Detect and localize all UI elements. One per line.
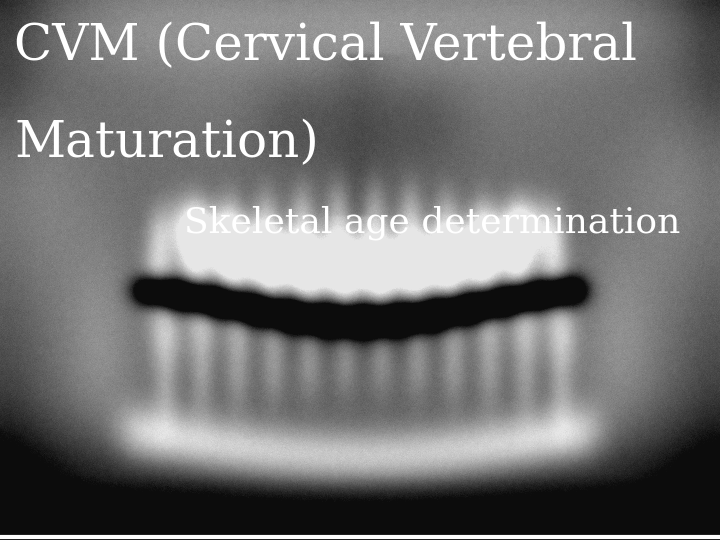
Text: CVM (Cervical Vertebral: CVM (Cervical Vertebral — [14, 22, 637, 71]
Text: Skeletal age determination: Skeletal age determination — [184, 205, 680, 240]
Text: Maturation): Maturation) — [14, 119, 319, 168]
